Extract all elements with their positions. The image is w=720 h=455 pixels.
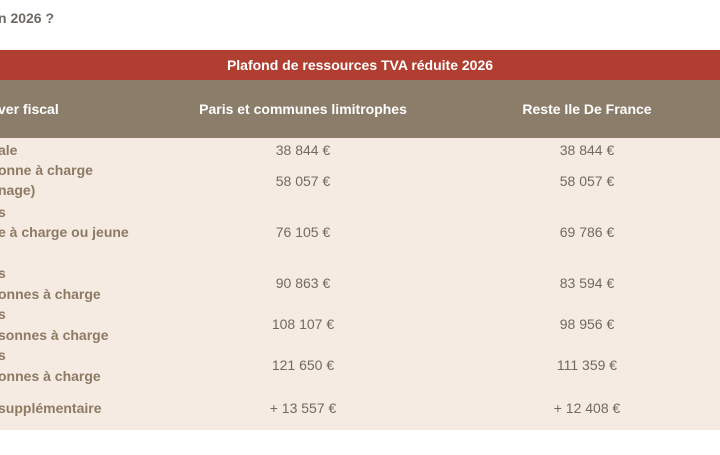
table-header-row: ver fiscal Paris et communes limitrophes… <box>0 80 720 138</box>
paris-value: 38 844 € <box>275 142 331 158</box>
row-label: onnes à charge <box>0 286 101 302</box>
header-idf: Reste Ile De France <box>522 101 652 117</box>
paris-value: 76 105 € <box>275 224 331 240</box>
row-label: s <box>0 265 6 281</box>
paris-value: + 13 557 € <box>269 400 337 416</box>
row-label: s <box>0 347 6 363</box>
idf-value: + 12 408 € <box>553 400 621 416</box>
paris-value: 121 650 € <box>271 357 335 373</box>
header-household: ver fiscal <box>0 101 59 117</box>
row-label: e à charge ou jeune <box>0 224 129 240</box>
idf-value: 69 786 € <box>559 224 615 240</box>
paris-value: 58 057 € <box>275 173 331 189</box>
row-label: supplémentaire <box>0 400 102 416</box>
table-body: ale 38 844 € 38 844 € onne à charge nage… <box>0 138 720 430</box>
section-heading: n 2026 ? <box>0 10 55 26</box>
paris-value: 90 863 € <box>275 275 331 291</box>
header-paris: Paris et communes limitrophes <box>199 101 407 117</box>
row-label: nage) <box>0 182 36 198</box>
idf-value: 58 057 € <box>559 173 615 189</box>
idf-value: 111 359 € <box>556 357 618 373</box>
idf-value: 38 844 € <box>559 142 615 158</box>
idf-value: 83 594 € <box>559 275 615 291</box>
idf-value: 98 956 € <box>559 316 615 332</box>
table-title: Plafond de ressources TVA réduite 2026 <box>0 50 720 80</box>
row-label: sonnes à charge <box>0 327 109 343</box>
paris-value: 108 107 € <box>271 316 335 332</box>
row-label: onne à charge <box>0 162 93 178</box>
row-label: onnes à charge <box>0 368 101 384</box>
row-label: s <box>0 306 6 322</box>
row-label: ale <box>0 142 18 158</box>
row-label: s <box>0 204 6 220</box>
